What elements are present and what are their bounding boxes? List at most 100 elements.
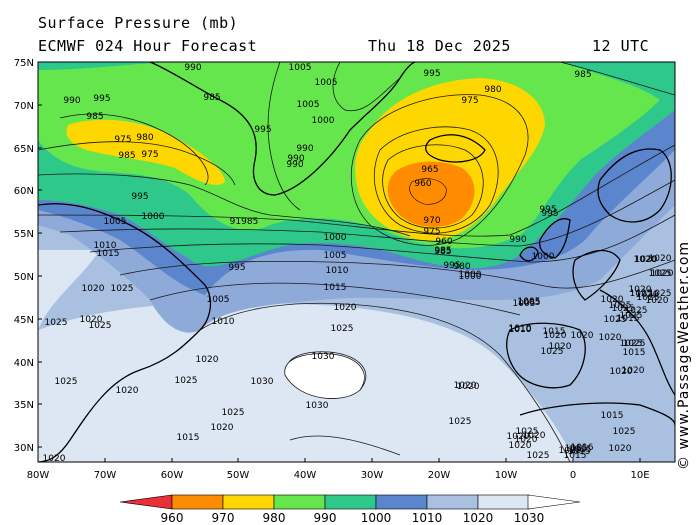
isobar-label: 985 [434, 247, 451, 257]
isobar-label: 1015 [617, 314, 640, 324]
isobar-label: 995 [228, 263, 245, 273]
isobar-label: 1015 [565, 444, 588, 454]
isobar-label: 965 [421, 165, 438, 175]
isobar-label: 990 [287, 154, 304, 164]
isobar-label: 1010 [94, 241, 117, 251]
isobar-label: 1000 [324, 233, 347, 243]
isobar-label: 1010 [509, 325, 532, 335]
isobar-label: 1015 [564, 451, 587, 461]
isobar-label: 1020 [629, 285, 652, 295]
isobar-label: 1015 [601, 411, 624, 421]
isobar-label: 1020 [544, 331, 567, 341]
isobar-label: 985 [574, 70, 591, 80]
credit-watermark: © www.PassageWeather.com [676, 240, 692, 470]
model-label: ECMWF 024 Hour Forecast [38, 37, 258, 55]
isobar-label: 1020 [43, 454, 66, 464]
isobar-label: 985 [434, 246, 451, 256]
colorbar-segment [375, 494, 428, 510]
isobar-label: 1025 [625, 306, 648, 316]
isobar-label: 1015 [97, 249, 120, 259]
isobar-label: 1020 [196, 355, 219, 365]
isobar-label: 985 [203, 93, 220, 103]
colorbar-segment [324, 494, 377, 510]
coastlines [38, 62, 675, 462]
isobar-label: 1025 [649, 289, 672, 299]
colorbar-tick-label: 970 [212, 511, 235, 525]
colorbar-tick-label: 960 [161, 511, 184, 525]
isobar-label: 1025 [609, 301, 632, 311]
lon-label: 10W [495, 470, 518, 481]
isobar-label: 990 [509, 235, 526, 245]
isobar-label: 1020 [211, 423, 234, 433]
colorbar-tick-label: 1030 [514, 511, 545, 525]
colorbar-segment [273, 494, 326, 510]
isobar-label: 1020 [82, 284, 105, 294]
isobar-label: 1015 [623, 348, 646, 358]
isobar-label: 1020 [599, 333, 622, 343]
isobar-label: 1020 [601, 295, 624, 305]
isobar-label: 1000 [312, 116, 335, 126]
isobar-label: 1020 [116, 386, 139, 396]
isobar-label: 91985 [230, 217, 259, 227]
isobar-label: 975 [423, 227, 440, 237]
isobar-label: 1025 [623, 339, 646, 349]
isobar-label: 1005 [315, 78, 338, 88]
isobar-label: 980 [453, 262, 470, 272]
lon-label: 30W [361, 470, 384, 481]
isobar-label: 1020 [549, 342, 572, 352]
isobar-label: 1010 [509, 324, 532, 334]
lat-label: 55N [14, 229, 34, 240]
lon-label: 10E [630, 470, 649, 481]
isobar-label: 1020 [646, 296, 669, 306]
isobar-label: 1020 [334, 303, 357, 313]
band-960-core [409, 178, 447, 205]
forecast-time: 12 UTC [592, 37, 650, 55]
isobar-label: 1020 [609, 444, 632, 454]
isobar-label: 1005 [513, 299, 536, 309]
isobar-label: 1020 [559, 446, 582, 456]
colorbar-high-arrow [527, 494, 581, 510]
isobar-label: 1025 [620, 339, 643, 349]
latitude-axis: 75N 70N 65N 60N 55N 50N 45N 40N 35N 30N [14, 58, 42, 454]
isobar-label: 1025 [613, 427, 636, 437]
isobar-label: 1005 [518, 298, 541, 308]
isobar-label: 995 [93, 94, 110, 104]
isobar-label: 1020 [634, 255, 657, 265]
isobar-label: 1005 [207, 295, 230, 305]
lon-label: 80W [27, 470, 50, 481]
lon-label: 60W [161, 470, 184, 481]
isobar-label: 1005 [289, 63, 312, 73]
isobar-label: 980 [136, 133, 153, 143]
lat-label: 50N [14, 272, 34, 283]
isobar-label: 1005 [518, 297, 541, 307]
isobar-label: 975 [461, 96, 478, 106]
isobar-label: 1015 [177, 433, 200, 443]
lon-label: 20W [428, 470, 451, 481]
colorbar-tick-label: 1020 [463, 511, 494, 525]
lon-label: 0 [570, 470, 576, 481]
isobar-label: 1025 [527, 451, 550, 461]
isobar-label: 1020 [509, 441, 532, 451]
isobar-label: 960 [414, 179, 431, 189]
pressure-fill-layer [38, 62, 675, 462]
lat-label: 30N [14, 443, 34, 454]
lat-label: 70N [14, 101, 34, 112]
isobar-label: 1016 [571, 443, 594, 453]
isobar-label: 1030 [251, 377, 274, 387]
isobar-label: 1020 [80, 315, 103, 325]
isobar-label: 1025 [630, 289, 653, 299]
isobar-label: 1005 [324, 251, 347, 261]
isobar-label: 1000 [459, 272, 482, 282]
isobar-label: 1025 [516, 427, 539, 437]
isobar-lines [38, 62, 675, 462]
isobar-label: 990 [286, 160, 303, 170]
isobar-label: 995 [131, 192, 148, 202]
isobar-label: 1025 [111, 284, 134, 294]
isobar-label: 995 [539, 205, 556, 215]
isobar-label: 1020 [636, 290, 659, 300]
isobar-label: 1015 [543, 327, 566, 337]
isobar-label: 1015 [569, 445, 592, 455]
isobar-label: 995 [541, 209, 558, 219]
